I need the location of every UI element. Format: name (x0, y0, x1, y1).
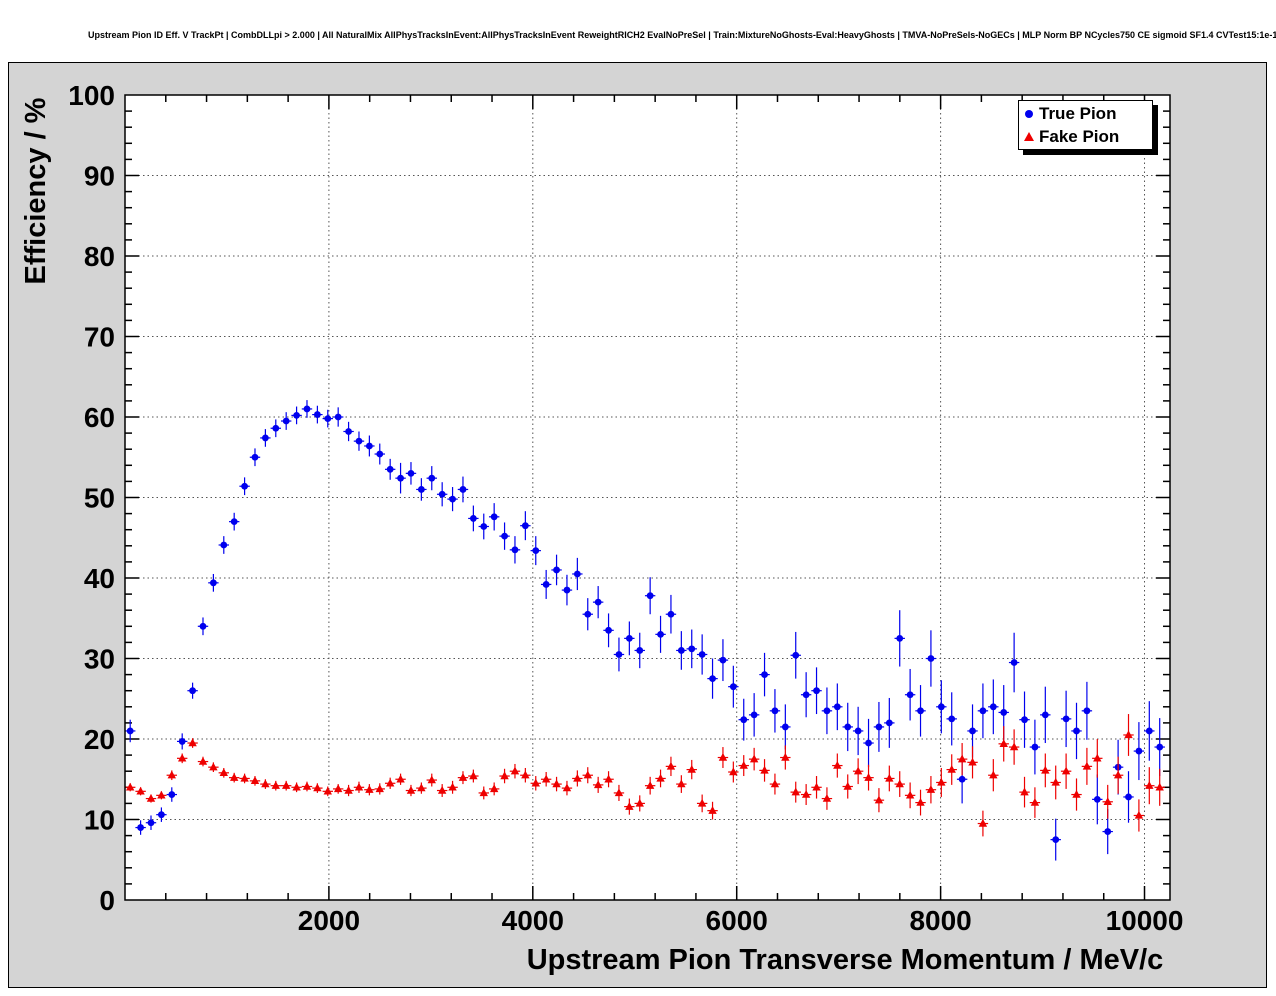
svg-text:4000: 4000 (502, 905, 564, 936)
legend-marker-cell (1019, 109, 1039, 118)
chart-layer: 0 10 20 30 40 50 60 70 80 90 100 2000 4000 6000 8000 10… (68, 80, 1183, 936)
svg-text:6000: 6000 (706, 905, 768, 936)
true-pion-circle-icon (1025, 109, 1033, 118)
svg-text:50: 50 (84, 483, 115, 514)
svg-text:8000: 8000 (909, 905, 971, 936)
plot-pad: 0 10 20 30 40 50 60 70 80 90 100 2000 4000 6000 8000 10… (8, 62, 1267, 988)
svg-text:90: 90 (84, 161, 115, 192)
legend-entry-fake-pion: Fake Pion (1019, 125, 1152, 148)
legend-entry-true-pion: True Pion (1019, 102, 1152, 125)
svg-text:0: 0 (99, 885, 115, 916)
svg-text:30: 30 (84, 644, 115, 675)
legend-marker-cell (1019, 132, 1039, 141)
svg-text:2000: 2000 (298, 905, 360, 936)
plot-svg: 0 10 20 30 40 50 60 70 80 90 100 2000 4000 6000 8000 10… (20, 80, 1183, 976)
legend-label-true-pion: True Pion (1039, 103, 1117, 123)
canvas-title: Upstream Pion ID Eff. V TrackPt | CombDL… (88, 30, 1276, 40)
plot-frame-border (124, 94, 1171, 901)
fake-pion-triangle-icon (1024, 132, 1034, 141)
legend: True Pion Fake Pion (1018, 100, 1153, 150)
y-axis-title: Efficiency / % (20, 97, 52, 284)
svg-text:60: 60 (84, 402, 115, 433)
svg-text:40: 40 (84, 563, 115, 594)
svg-text:80: 80 (84, 241, 115, 272)
svg-text:10000: 10000 (1106, 905, 1184, 936)
x-axis-title: Upstream Pion Transverse Momentum / MeV/… (527, 944, 1164, 976)
svg-text:20: 20 (84, 724, 115, 755)
legend-label-fake-pion: Fake Pion (1039, 126, 1120, 146)
svg-text:70: 70 (84, 322, 115, 353)
svg-text:100: 100 (68, 80, 115, 111)
svg-text:10: 10 (84, 805, 115, 836)
